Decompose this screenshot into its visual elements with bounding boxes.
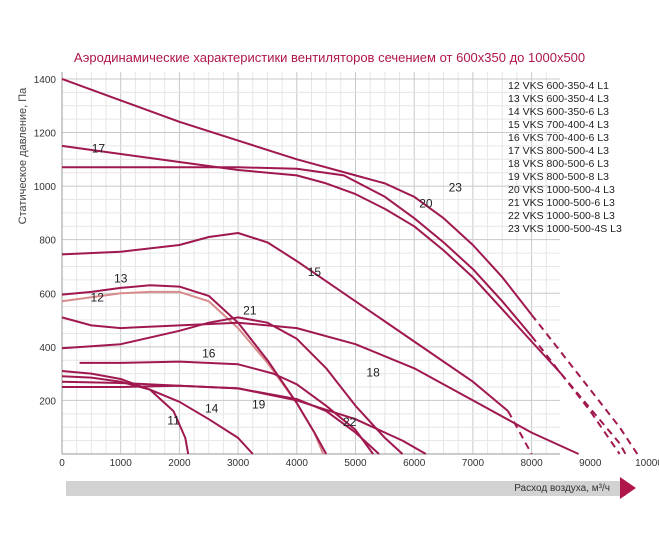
legend-item: 14 VKS 600-350-6 L3 — [508, 106, 609, 118]
legend-item: 20 VKS 1000-500-4 L3 — [508, 184, 615, 196]
legend-item: 21 VKS 1000-500-6 L3 — [508, 197, 615, 209]
x-tick-label: 1000 — [110, 458, 133, 469]
y-tick-label: 600 — [39, 289, 56, 300]
series-label-23: 23 — [449, 180, 463, 194]
y-tick-label: 1200 — [34, 129, 57, 140]
legend-item: 18 VKS 800-500-6 L3 — [508, 158, 609, 170]
x-tick-label: 4000 — [286, 458, 309, 469]
legend-item: 22 VKS 1000-500-8 L3 — [508, 210, 615, 222]
y-tick-label: 800 — [39, 236, 56, 247]
series-line-extension-23 — [530, 314, 639, 455]
y-tick-label: 1000 — [34, 182, 57, 193]
legend-item: 13 VKS 600-350-4 L3 — [508, 93, 609, 105]
x-tick-label: 9000 — [579, 458, 602, 469]
chart-title: Аэродинамические характеристики вентилят… — [73, 50, 586, 65]
series-line-14 — [61, 375, 254, 455]
series-line-16 — [79, 360, 374, 455]
series-label-11: 11 — [167, 414, 180, 428]
x-tick-label: 6000 — [403, 458, 426, 469]
series-line-21 — [61, 316, 404, 455]
x-tick-label: 10000 — [635, 458, 659, 469]
series-label-13: 13 — [114, 272, 128, 286]
series-line-extension-15 — [507, 410, 533, 455]
x-tick-label: 0 — [59, 458, 65, 469]
series-line-13 — [61, 284, 328, 455]
tick-labels: 0 1000 2000 3000 4000 5000 6000 7000 8000 9000 100… — [34, 75, 659, 469]
series-label-12: 12 — [91, 290, 105, 304]
series-line-11 — [61, 370, 190, 455]
legend-item: 15 VKS 700-400-4 L3 — [508, 119, 609, 131]
series-line-17 — [61, 144, 562, 375]
series-line-12 — [61, 290, 325, 455]
series-line-extension-20 — [530, 335, 621, 455]
series-label-19: 19 — [252, 397, 266, 411]
series-line-15 — [61, 232, 509, 412]
curve-labels: 12 13 14 15 16 17 18 19 20 21 22 23 11 — [91, 142, 463, 429]
y-tick-label: 200 — [39, 396, 56, 407]
series-line-extension-17 — [560, 372, 627, 455]
series-label-22: 22 — [343, 415, 357, 429]
x-tick-label: 3000 — [227, 458, 250, 469]
y-tick-label: 400 — [39, 343, 56, 354]
series-line-23 — [61, 77, 533, 316]
series-line-20 — [62, 166, 533, 337]
x-axis-arrow-icon — [620, 477, 636, 499]
grid — [62, 72, 560, 454]
legend-item: 16 VKS 700-400-6 L3 — [508, 132, 609, 144]
legend-item: 12 VKS 600-350-4 L1 — [508, 80, 609, 92]
x-axis-bar — [66, 481, 626, 496]
series-line-22 — [62, 384, 427, 455]
series-label-16: 16 — [202, 347, 216, 361]
series-label-20: 20 — [419, 197, 433, 211]
series-label-14: 14 — [205, 401, 219, 415]
legend: 12 VKS 600-350-4 L1 13 VKS 600-350-4 L3 14… — [508, 80, 622, 236]
x-tick-label: 8000 — [520, 458, 543, 469]
series-label-18: 18 — [366, 365, 380, 379]
series-label-17: 17 — [92, 142, 106, 156]
series-line-18 — [61, 316, 580, 455]
x-tick-label: 7000 — [462, 458, 485, 469]
legend-item: 17 VKS 800-500-4 L3 — [508, 145, 609, 157]
series-line-19 — [61, 380, 380, 455]
legend-item: 23 VKS 1000-500-4S L3 — [508, 223, 622, 235]
series-label-21: 21 — [243, 304, 257, 318]
x-tick-label: 5000 — [344, 458, 367, 469]
x-axis-label: Расход воздуха, м³/ч — [514, 483, 610, 494]
axes — [61, 72, 560, 455]
legend-item: 19 VKS 800-500-8 L3 — [508, 171, 609, 183]
x-tick-label: 2000 — [168, 458, 191, 469]
series-label-15: 15 — [308, 265, 322, 279]
series-lines — [61, 77, 639, 455]
y-tick-label: 1400 — [34, 75, 57, 86]
